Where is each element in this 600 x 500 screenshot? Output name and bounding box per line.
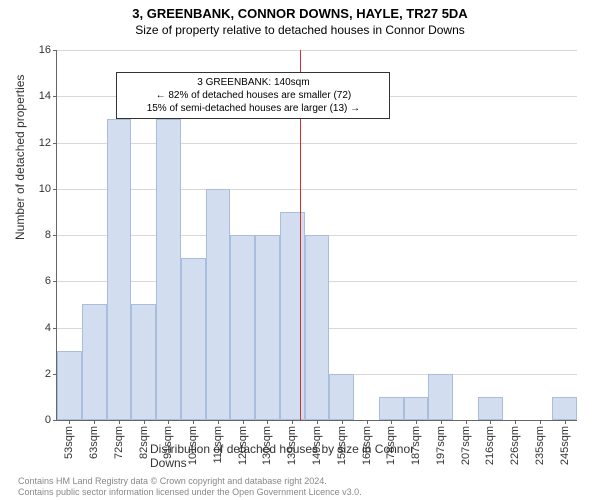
y-tick-mark bbox=[53, 189, 57, 190]
x-tick-mark bbox=[94, 420, 95, 424]
x-tick-label: 63sqm bbox=[88, 426, 100, 459]
x-tick-label: 245sqm bbox=[559, 426, 571, 465]
x-tick-label: 53sqm bbox=[63, 426, 75, 459]
x-tick-label: 216sqm bbox=[484, 426, 496, 465]
histogram-bar bbox=[156, 119, 181, 420]
callout-box: 3 GREENBANK: 140sqm ← 82% of detached ho… bbox=[116, 72, 390, 119]
x-tick-label: 226sqm bbox=[509, 426, 521, 465]
x-tick-mark bbox=[565, 420, 566, 424]
x-tick-mark bbox=[490, 420, 491, 424]
x-tick-mark bbox=[540, 420, 541, 424]
callout-line-1: 3 GREENBANK: 140sqm bbox=[123, 76, 383, 89]
footer-line-1: Contains HM Land Registry data © Crown c… bbox=[18, 476, 362, 487]
x-tick-mark bbox=[466, 420, 467, 424]
y-tick-label: 0 bbox=[45, 414, 51, 426]
y-tick-mark bbox=[53, 96, 57, 97]
y-tick-mark bbox=[53, 420, 57, 421]
y-tick-label: 6 bbox=[45, 275, 51, 287]
x-tick-label: 207sqm bbox=[460, 426, 472, 465]
x-tick-mark bbox=[218, 420, 219, 424]
histogram-bar bbox=[379, 397, 404, 420]
footer-line-2: Contains public sector information licen… bbox=[18, 487, 362, 498]
histogram-bar bbox=[107, 119, 132, 420]
histogram-bar bbox=[428, 374, 453, 420]
x-axis-label: Distribution of detached houses by size … bbox=[150, 442, 450, 470]
x-tick-mark bbox=[193, 420, 194, 424]
histogram-bar bbox=[305, 235, 330, 420]
histogram-bar bbox=[552, 397, 577, 420]
x-tick-label: 72sqm bbox=[113, 426, 125, 459]
y-tick-mark bbox=[53, 50, 57, 51]
y-axis-label: Number of detached properties bbox=[13, 75, 27, 240]
chart-container: 3, GREENBANK, CONNOR DOWNS, HAYLE, TR27 … bbox=[0, 0, 600, 500]
y-tick-mark bbox=[53, 328, 57, 329]
x-tick-mark bbox=[144, 420, 145, 424]
histogram-bar bbox=[255, 235, 280, 420]
y-tick-mark bbox=[53, 143, 57, 144]
y-tick-label: 4 bbox=[45, 322, 51, 334]
callout-line-3: 15% of semi-detached houses are larger (… bbox=[123, 102, 383, 115]
chart-title-main: 3, GREENBANK, CONNOR DOWNS, HAYLE, TR27 … bbox=[0, 0, 600, 21]
x-tick-mark bbox=[342, 420, 343, 424]
y-tick-label: 16 bbox=[39, 44, 51, 56]
histogram-bar bbox=[181, 258, 206, 420]
x-tick-mark bbox=[441, 420, 442, 424]
y-tick-label: 10 bbox=[39, 183, 51, 195]
y-tick-label: 8 bbox=[45, 229, 51, 241]
x-tick-mark bbox=[416, 420, 417, 424]
grid-line bbox=[57, 143, 577, 144]
grid-line bbox=[57, 189, 577, 190]
histogram-bar bbox=[57, 351, 82, 420]
x-tick-label: 82sqm bbox=[138, 426, 150, 459]
x-tick-label: 235sqm bbox=[534, 426, 546, 465]
histogram-bar bbox=[329, 374, 354, 420]
callout-line-2: ← 82% of detached houses are smaller (72… bbox=[123, 89, 383, 102]
chart-title-sub: Size of property relative to detached ho… bbox=[0, 21, 600, 37]
x-tick-mark bbox=[367, 420, 368, 424]
x-tick-mark bbox=[168, 420, 169, 424]
x-tick-mark bbox=[515, 420, 516, 424]
x-tick-mark bbox=[119, 420, 120, 424]
histogram-bar bbox=[206, 189, 231, 420]
x-tick-mark bbox=[292, 420, 293, 424]
y-tick-mark bbox=[53, 235, 57, 236]
x-tick-mark bbox=[69, 420, 70, 424]
x-tick-mark bbox=[267, 420, 268, 424]
grid-line bbox=[57, 50, 577, 51]
y-tick-label: 14 bbox=[39, 90, 51, 102]
footer-attribution: Contains HM Land Registry data © Crown c… bbox=[18, 476, 362, 499]
y-tick-label: 12 bbox=[39, 137, 51, 149]
histogram-bar bbox=[478, 397, 503, 420]
y-tick-mark bbox=[53, 281, 57, 282]
chart-plot-area: 3 GREENBANK: 140sqm ← 82% of detached ho… bbox=[56, 50, 577, 421]
y-tick-label: 2 bbox=[45, 368, 51, 380]
histogram-bar bbox=[404, 397, 429, 420]
x-tick-mark bbox=[243, 420, 244, 424]
histogram-bar bbox=[230, 235, 255, 420]
x-tick-mark bbox=[317, 420, 318, 424]
x-tick-mark bbox=[391, 420, 392, 424]
histogram-bar bbox=[131, 304, 156, 420]
histogram-bar bbox=[280, 212, 305, 420]
histogram-bar bbox=[82, 304, 107, 420]
